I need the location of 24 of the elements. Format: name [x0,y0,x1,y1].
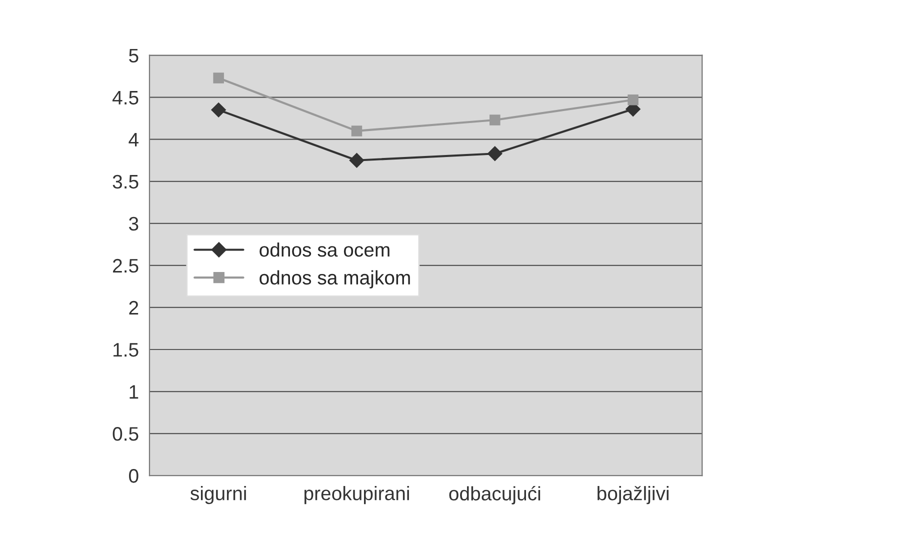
y-tick-label: 1.5 [114,343,138,357]
point [490,114,500,126]
x-tick-label: bojažljivi [598,486,668,504]
legend-label: odnos sa majkom [260,270,410,288]
y-tick-label: 5 [129,48,138,63]
x-tick-label: odbacujući [449,486,540,504]
point [211,102,226,118]
point [349,152,364,168]
y-tick-label: 1 [130,385,138,399]
y-tick-label: 0 [129,469,138,483]
y-tick-label: 4.5 [112,90,138,105]
y-tick-label: 2.5 [113,258,138,273]
legend-label: odnos sa ocem [260,242,390,257]
point [488,146,502,162]
y-tick-label: 0.5 [112,427,138,441]
y-tick-label: 4 [128,133,139,146]
point [213,72,224,84]
point [628,94,638,106]
point [351,126,362,136]
y-tick-label: 3.5 [112,174,138,189]
y-tick-label: 2 [129,300,138,315]
y-tick-label: 3 [129,216,138,231]
x-tick-label: preokupirani [304,486,409,504]
x-tick-label: sigurni [190,486,246,504]
